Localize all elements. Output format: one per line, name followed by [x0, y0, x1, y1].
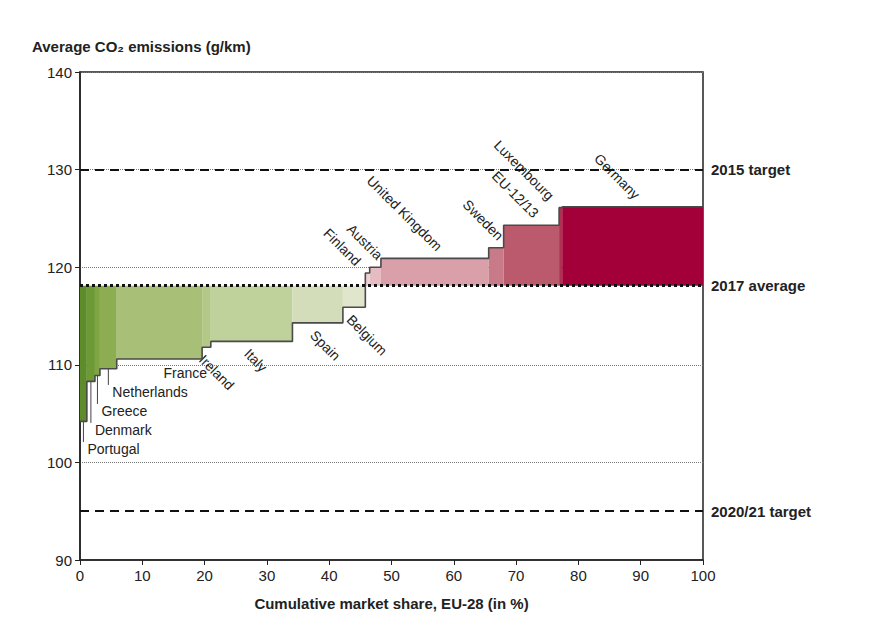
svg-text:Austria: Austria [344, 221, 386, 263]
svg-text:Cumulative market share, EU-28: Cumulative market share, EU-28 (in %) [254, 595, 528, 612]
svg-text:30: 30 [259, 567, 276, 584]
svg-text:United Kingdom: United Kingdom [364, 172, 446, 254]
svg-text:110: 110 [48, 356, 72, 373]
svg-text:Luxembourg: Luxembourg [491, 137, 558, 204]
svg-text:France: France [163, 364, 207, 381]
svg-text:50: 50 [383, 567, 400, 584]
svg-text:0: 0 [76, 567, 84, 584]
svg-text:120: 120 [47, 259, 72, 276]
svg-text:Average CO₂ emissions (g/km): Average CO₂ emissions (g/km) [32, 38, 251, 55]
svg-text:90: 90 [632, 567, 649, 584]
svg-text:Italy: Italy [241, 346, 270, 375]
svg-text:80: 80 [570, 567, 587, 584]
svg-text:10: 10 [134, 567, 151, 584]
svg-text:Germany: Germany [591, 150, 643, 202]
svg-text:2017 average: 2017 average [711, 277, 805, 294]
svg-text:Finland: Finland [320, 225, 365, 269]
svg-text:Ireland: Ireland [195, 351, 238, 394]
svg-text:EU-12/13: EU-12/13 [488, 167, 542, 221]
svg-text:20: 20 [196, 567, 213, 584]
svg-text:Belgium: Belgium [344, 312, 391, 359]
svg-text:2015 target: 2015 target [711, 161, 790, 178]
svg-text:2020/21 target: 2020/21 target [711, 503, 811, 520]
svg-text:Portugal: Portugal [87, 441, 139, 457]
svg-text:Denmark: Denmark [95, 422, 153, 438]
svg-text:Greece: Greece [101, 403, 147, 419]
svg-text:Spain: Spain [307, 327, 344, 364]
svg-text:140: 140 [47, 64, 72, 81]
svg-text:100: 100 [690, 567, 715, 584]
svg-text:40: 40 [321, 567, 338, 584]
svg-text:130: 130 [47, 161, 72, 178]
svg-text:100: 100 [47, 454, 72, 471]
svg-text:Sweden: Sweden [460, 196, 507, 243]
svg-text:60: 60 [445, 567, 462, 584]
svg-text:90: 90 [55, 552, 72, 569]
svg-text:Netherlands: Netherlands [112, 384, 188, 400]
svg-text:70: 70 [508, 567, 525, 584]
